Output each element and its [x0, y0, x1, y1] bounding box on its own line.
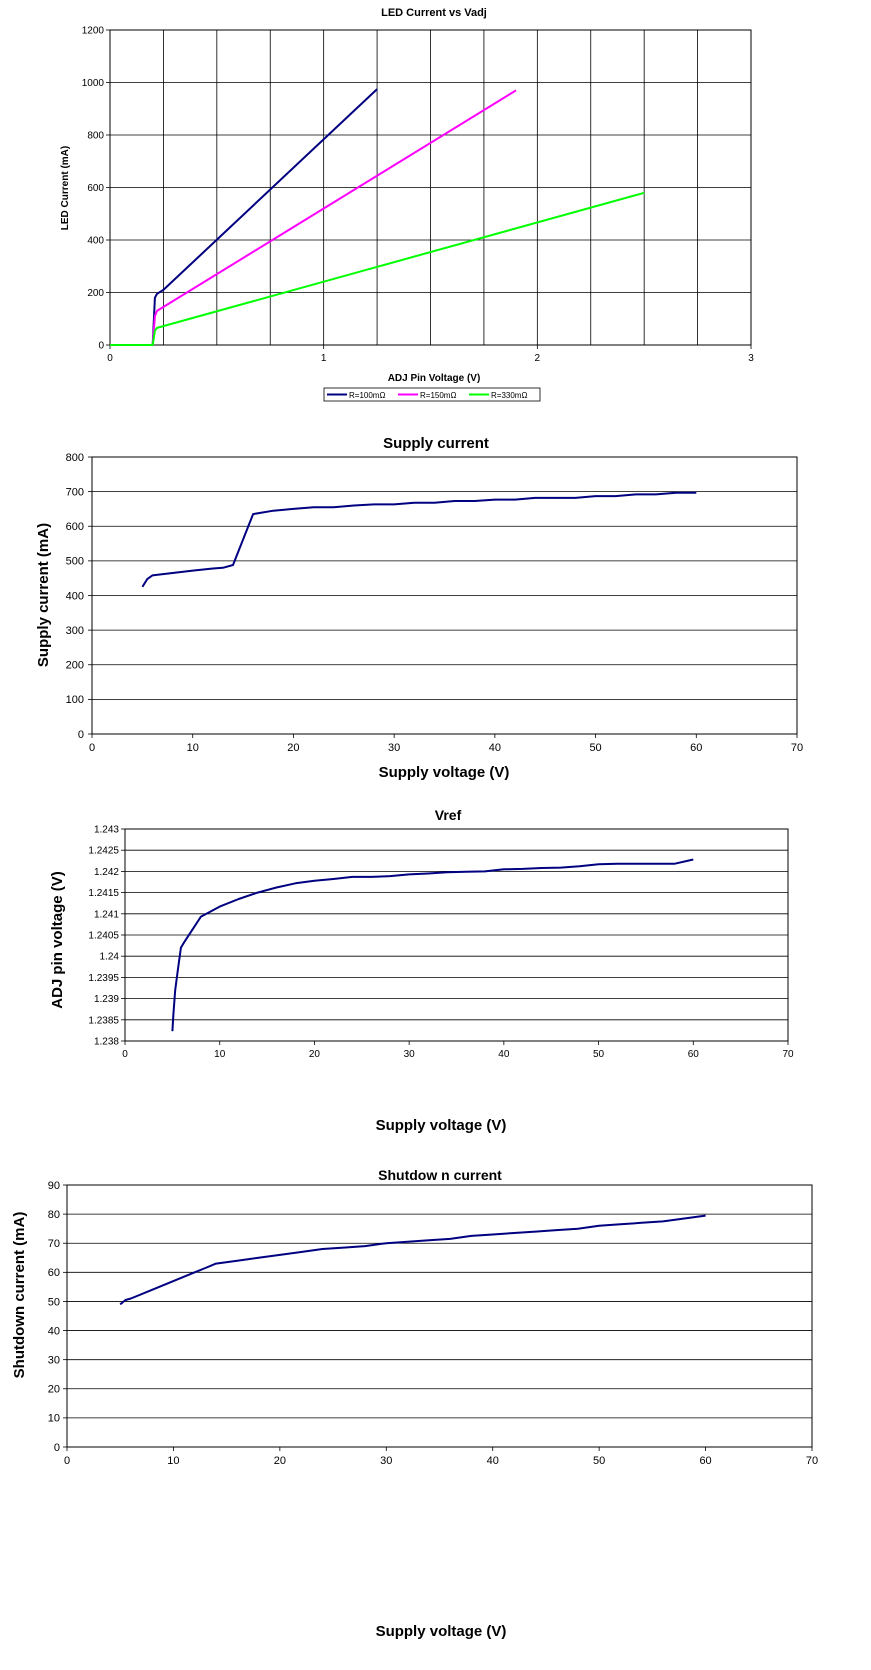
- x-tick-label: 0: [89, 742, 95, 754]
- y-tick-label: 1.2385: [88, 1015, 119, 1026]
- x-tick-label: 3: [748, 353, 754, 364]
- x-tick-label: 10: [187, 742, 199, 754]
- x-axis-label: Supply voltage (V): [376, 1117, 507, 1134]
- y-tick-label: 90: [48, 1180, 60, 1192]
- y-tick-label: 600: [66, 521, 84, 533]
- y-tick-label: 80: [48, 1209, 60, 1221]
- legend: R=100mΩ R=150mΩ R=330mΩ: [323, 387, 541, 402]
- plot-area: 0 100 200 300 400 500 600 700 800 0 10 20 30 40 50 60 70: [66, 452, 803, 754]
- y-tick-label: 700: [66, 486, 84, 498]
- y-tick-label: 1.241: [94, 909, 119, 920]
- y-axis-label: Shutdown current (mA): [11, 1212, 28, 1379]
- y-tick-label: 400: [66, 590, 84, 602]
- x-tick-label: 40: [498, 1049, 510, 1060]
- y-tick-label: 400: [87, 236, 104, 247]
- x-tick-label: 1: [321, 353, 327, 364]
- y-tick-label: 1200: [82, 26, 105, 37]
- plot-area: 0 10 20 30 40 50 60 70 80 90 0 10 20 30 40 50 60 70: [48, 1180, 818, 1467]
- x-axis-label: Supply voltage (V): [376, 1623, 507, 1640]
- x-tick-label: 10: [167, 1455, 179, 1467]
- y-tick-label: 70: [48, 1238, 60, 1250]
- x-tick-label: 2: [535, 353, 541, 364]
- x-tick-label: 70: [791, 742, 803, 754]
- y-tick-label: 1.2415: [88, 888, 119, 899]
- y-tick-label: 1.239: [94, 994, 119, 1005]
- plot-frame: [66, 1184, 813, 1448]
- plot-area: 0 200 400 600 800 1000 1200 0 1 2 3: [82, 26, 754, 365]
- chart-led-current: LED Current vs Vadj 02004006008001000120…: [60, 7, 754, 402]
- series-line-2: [110, 191, 645, 346]
- x-tick-label: 20: [274, 1455, 286, 1467]
- y-tick-label: 50: [48, 1296, 60, 1308]
- y-tick-label: 0: [78, 729, 84, 741]
- y-tick-label: 30: [48, 1355, 60, 1367]
- series-line-0: [119, 1214, 706, 1306]
- y-tick-label: 200: [66, 660, 84, 672]
- y-axis-label: LED Current (mA): [60, 146, 71, 230]
- x-tick-label: 40: [487, 1455, 499, 1467]
- x-tick-label: 60: [699, 1455, 711, 1467]
- x-tick-label: 20: [287, 742, 299, 754]
- x-tick-label: 0: [122, 1049, 128, 1060]
- y-tick-label: 10: [48, 1413, 60, 1425]
- x-tick-label: 0: [107, 353, 113, 364]
- legend-label-2: R=330mΩ: [491, 391, 527, 400]
- chart-title: LED Current vs Vadj: [381, 7, 487, 19]
- legend-label-0: R=100mΩ: [349, 391, 385, 400]
- plot-area: 1.238 1.2385 1.239 1.2395 1.24 1.2405 1.241 1.2…: [88, 825, 794, 1061]
- x-tick-label: 40: [489, 742, 501, 754]
- x-axis-label: Supply voltage (V): [379, 764, 510, 781]
- plot-frame: [91, 456, 798, 735]
- y-tick-label: 200: [87, 288, 104, 299]
- y-tick-label: 20: [48, 1384, 60, 1396]
- y-tick-label: 0: [98, 341, 104, 352]
- chart-title: Supply current: [383, 435, 489, 452]
- y-tick-label: 800: [87, 131, 104, 142]
- x-tick-label: 30: [388, 742, 400, 754]
- legend-label-1: R=150mΩ: [420, 391, 456, 400]
- chart-supply-current: Supply current 0100200300400500600700800…: [35, 435, 803, 781]
- y-tick-label: 100: [66, 694, 84, 706]
- x-tick-label: 50: [593, 1455, 605, 1467]
- y-tick-label: 1.2425: [88, 846, 119, 857]
- legend-box: [323, 387, 541, 402]
- y-tick-label: 500: [66, 556, 84, 568]
- series-line-0: [171, 858, 694, 1032]
- x-tick-label: 60: [688, 1049, 700, 1060]
- y-tick-label: 1.238: [94, 1037, 119, 1048]
- y-tick-label: 1.24: [100, 952, 120, 963]
- x-tick-label: 10: [214, 1049, 226, 1060]
- y-tick-label: 1000: [82, 78, 105, 89]
- y-tick-label: 40: [48, 1325, 60, 1337]
- y-tick-label: 1.2395: [88, 973, 119, 984]
- y-axis-label: ADJ pin voltage (V): [49, 871, 66, 1009]
- chart-shutdown-current: Shutdow n current 0 10 20 30 40 50 60 70 80 90 0 10…: [11, 1167, 818, 1640]
- plot-frame: [109, 29, 752, 346]
- x-tick-label: 30: [404, 1049, 416, 1060]
- y-tick-label: 1.243: [94, 825, 119, 836]
- x-tick-label: 50: [589, 742, 601, 754]
- chart-title: Shutdow n current: [378, 1167, 502, 1183]
- y-tick-label: 600: [87, 183, 104, 194]
- x-tick-label: 70: [806, 1455, 818, 1467]
- chart-vref: Vref 1.2381.23851.2391.23951.241.24051.2…: [49, 807, 794, 1134]
- chart-title: Vref: [435, 807, 462, 823]
- x-tick-label: 60: [690, 742, 702, 754]
- y-tick-label: 1.2405: [88, 931, 119, 942]
- x-tick-label: 70: [782, 1049, 794, 1060]
- x-tick-label: 0: [64, 1455, 70, 1467]
- x-tick-label: 20: [309, 1049, 321, 1060]
- y-tick-label: 0: [54, 1442, 60, 1454]
- y-tick-label: 1.242: [94, 867, 119, 878]
- x-tick-label: 30: [380, 1455, 392, 1467]
- plot-background: [67, 1185, 812, 1447]
- plot-frame: [124, 828, 789, 1042]
- x-tick-label: 50: [593, 1049, 605, 1060]
- series-line-0: [141, 491, 697, 588]
- y-tick-label: 300: [66, 625, 84, 637]
- y-tick-label: 800: [66, 452, 84, 464]
- y-tick-label: 60: [48, 1267, 60, 1279]
- y-axis-label: Supply current (mA): [35, 523, 52, 667]
- x-axis-label: ADJ Pin Voltage (V): [388, 373, 481, 384]
